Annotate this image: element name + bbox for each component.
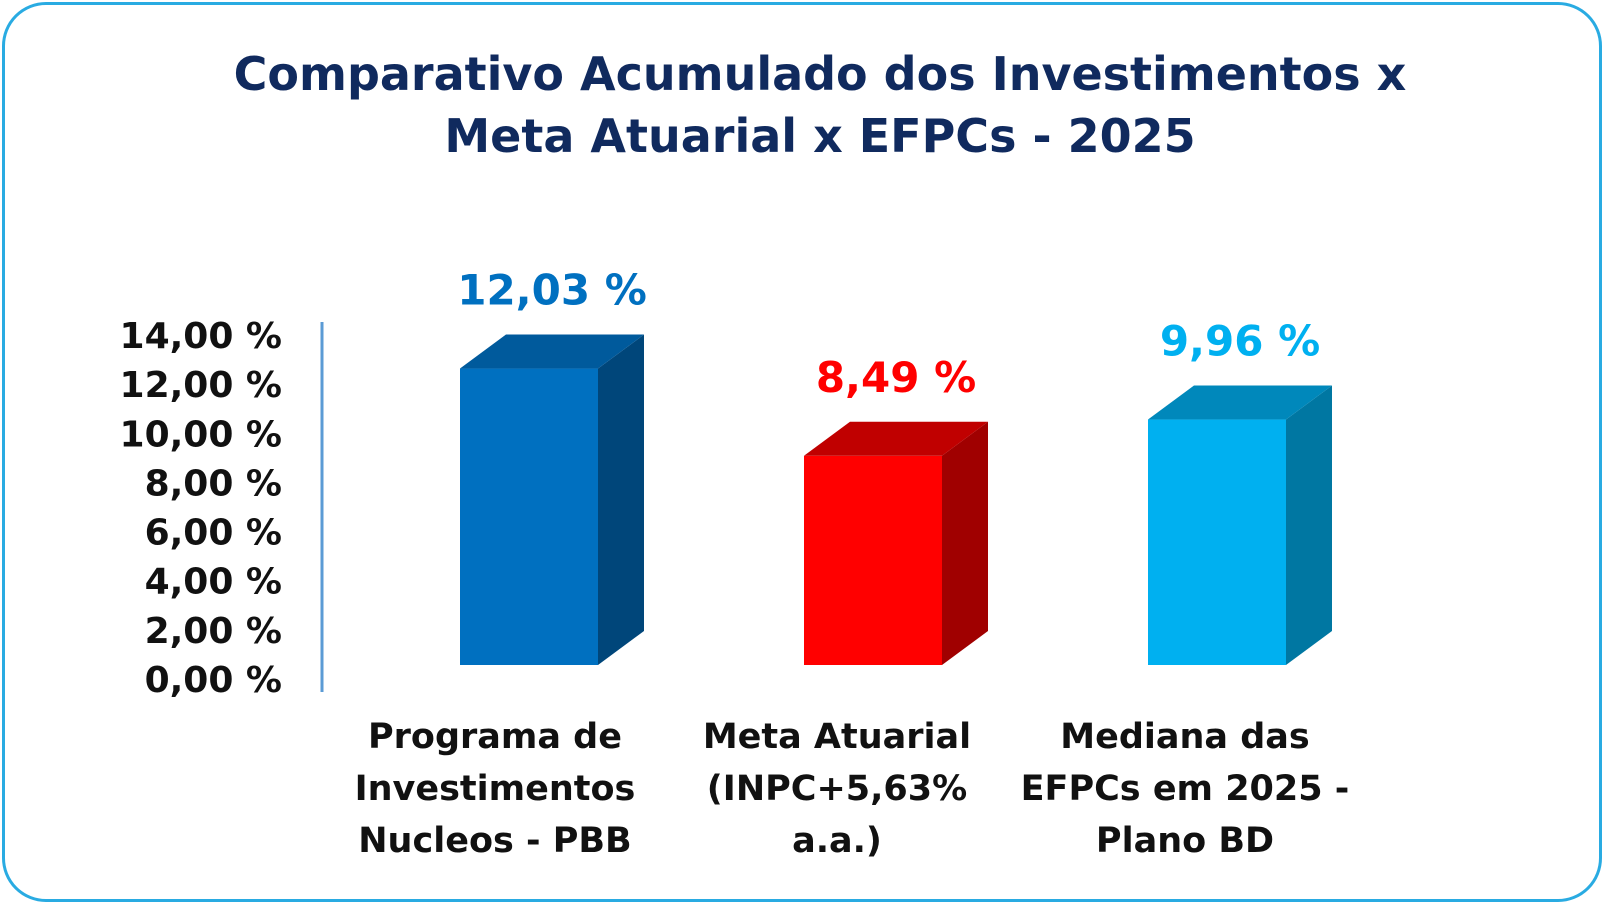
y-tick-label: 10,00 % [120,414,282,455]
category-label: Investimentos [355,769,636,809]
category-label: a.a.) [792,821,882,861]
y-tick-label: 0,00 % [145,660,282,701]
category-label: Nucleos - PBB [358,821,631,861]
category-label: Meta Atuarial [703,717,971,757]
category-label: (INPC+5,63% [707,769,967,809]
bar-side [942,421,988,665]
bar-side [1286,385,1332,665]
data-label: 8,49 % [816,353,976,402]
category-label: Plano BD [1096,821,1274,861]
category-label: Programa de [368,717,622,757]
bar-front [804,455,942,665]
bar-top [460,334,644,369]
bar-front [1148,419,1286,665]
bar-front [460,368,598,665]
y-tick-label: 4,00 % [145,562,282,603]
y-tick-label: 2,00 % [145,611,282,652]
bar-side [598,334,644,665]
chart-title-line-2: Meta Atuarial x EFPCs - 2025 [444,109,1195,163]
category-label: EFPCs em 2025 - [1021,769,1350,809]
chart-frame [2,2,1602,902]
y-tick-label: 12,00 % [120,365,282,406]
data-label: 12,03 % [457,266,647,315]
chart-title-line-1: Comparativo Acumulado dos Investimentos … [234,47,1407,101]
y-tick-label: 14,00 % [120,316,282,357]
category-label: Mediana das [1060,717,1309,757]
bar-top [1148,385,1332,420]
y-tick-label: 8,00 % [145,463,282,504]
bar-top [804,421,988,456]
data-label: 9,96 % [1160,317,1320,366]
y-tick-label: 6,00 % [145,513,282,554]
